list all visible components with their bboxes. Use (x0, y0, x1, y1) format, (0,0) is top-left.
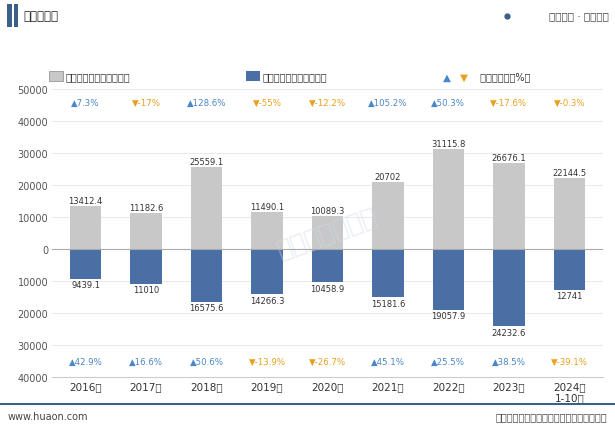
Text: 11182.6: 11182.6 (129, 203, 163, 212)
Text: 20702: 20702 (375, 173, 401, 182)
Text: ▲42.9%: ▲42.9% (69, 357, 103, 366)
Bar (191, 249, 222, 302)
Text: 11490.1: 11490.1 (250, 202, 284, 211)
Text: 同比增长率（%）: 同比增长率（%） (477, 72, 531, 82)
Bar (252, 213, 283, 249)
Text: 10089.3: 10089.3 (311, 207, 344, 216)
Text: ▼-39.1%: ▼-39.1% (551, 357, 588, 366)
Text: ▲45.1%: ▲45.1% (371, 357, 405, 366)
Text: 13412.4: 13412.4 (68, 196, 103, 205)
Text: 华经产业研究院: 华经产业研究院 (274, 204, 381, 262)
Text: ▲38.5%: ▲38.5% (492, 357, 526, 366)
Bar (372, 183, 403, 249)
Bar (130, 249, 162, 285)
Text: ▲16.6%: ▲16.6% (129, 357, 163, 366)
Text: ▼-55%: ▼-55% (253, 99, 282, 108)
Text: 24232.6: 24232.6 (492, 328, 526, 337)
Text: ▼-26.7%: ▼-26.7% (309, 357, 346, 366)
Bar (246, 72, 260, 82)
Text: ▲50.6%: ▲50.6% (189, 357, 223, 366)
Text: ▲7.3%: ▲7.3% (71, 99, 100, 108)
Text: ▼: ▼ (460, 72, 468, 82)
Text: 25559.1: 25559.1 (189, 157, 224, 166)
Bar (130, 213, 162, 249)
Bar (252, 249, 283, 295)
Text: 12741: 12741 (556, 291, 582, 300)
Text: 出口商品总值（万美元）: 出口商品总值（万美元） (66, 72, 130, 82)
Bar (49, 72, 63, 82)
Text: ▼-13.9%: ▼-13.9% (248, 357, 285, 366)
Bar (7, 5, 12, 28)
Text: ▲105.2%: ▲105.2% (368, 99, 408, 108)
Text: 专业严谨 · 客观科学: 专业严谨 · 客观科学 (549, 12, 609, 22)
Text: 26676.1: 26676.1 (491, 154, 526, 163)
Text: 10458.9: 10458.9 (311, 284, 344, 293)
Bar (493, 249, 525, 327)
Bar (312, 217, 343, 249)
Text: 16575.6: 16575.6 (189, 303, 224, 312)
Text: 进口商品总值（万美元）: 进口商品总值（万美元） (263, 72, 327, 82)
Text: 15181.6: 15181.6 (371, 299, 405, 308)
Bar (433, 150, 464, 249)
Bar (14, 5, 18, 28)
Text: ▼-12.2%: ▼-12.2% (309, 99, 346, 108)
Text: 数据来源：中国海关，华经产业研究院整理: 数据来源：中国海关，华经产业研究院整理 (496, 411, 608, 421)
Text: ▼-17%: ▼-17% (132, 99, 161, 108)
Text: ▼-0.3%: ▼-0.3% (554, 99, 585, 108)
Text: ▲128.6%: ▲128.6% (187, 99, 226, 108)
Bar (372, 249, 403, 298)
Bar (70, 206, 101, 249)
Bar (493, 164, 525, 249)
Text: ▲: ▲ (443, 72, 451, 82)
Text: 14266.3: 14266.3 (250, 296, 284, 305)
Bar (312, 249, 343, 282)
Bar (433, 249, 464, 310)
Text: 31115.8: 31115.8 (431, 140, 466, 149)
Text: 22144.5: 22144.5 (552, 168, 587, 177)
Text: ▼-17.6%: ▼-17.6% (490, 99, 528, 108)
Bar (554, 249, 585, 290)
Text: www.huaon.com: www.huaon.com (7, 411, 88, 421)
Text: 19057.9: 19057.9 (431, 311, 466, 320)
Text: 2016-2024年10月中国与冰岛进、出口商品总值: 2016-2024年10月中国与冰岛进、出口商品总值 (172, 40, 443, 58)
Text: ▲25.5%: ▲25.5% (432, 357, 466, 366)
Bar (554, 178, 585, 249)
Text: 华经情报网: 华经情报网 (23, 10, 58, 23)
Bar (70, 249, 101, 279)
Text: 9439.1: 9439.1 (71, 281, 100, 290)
Text: ▲50.3%: ▲50.3% (432, 99, 466, 108)
Text: 11010: 11010 (133, 286, 159, 295)
Bar (191, 167, 222, 249)
